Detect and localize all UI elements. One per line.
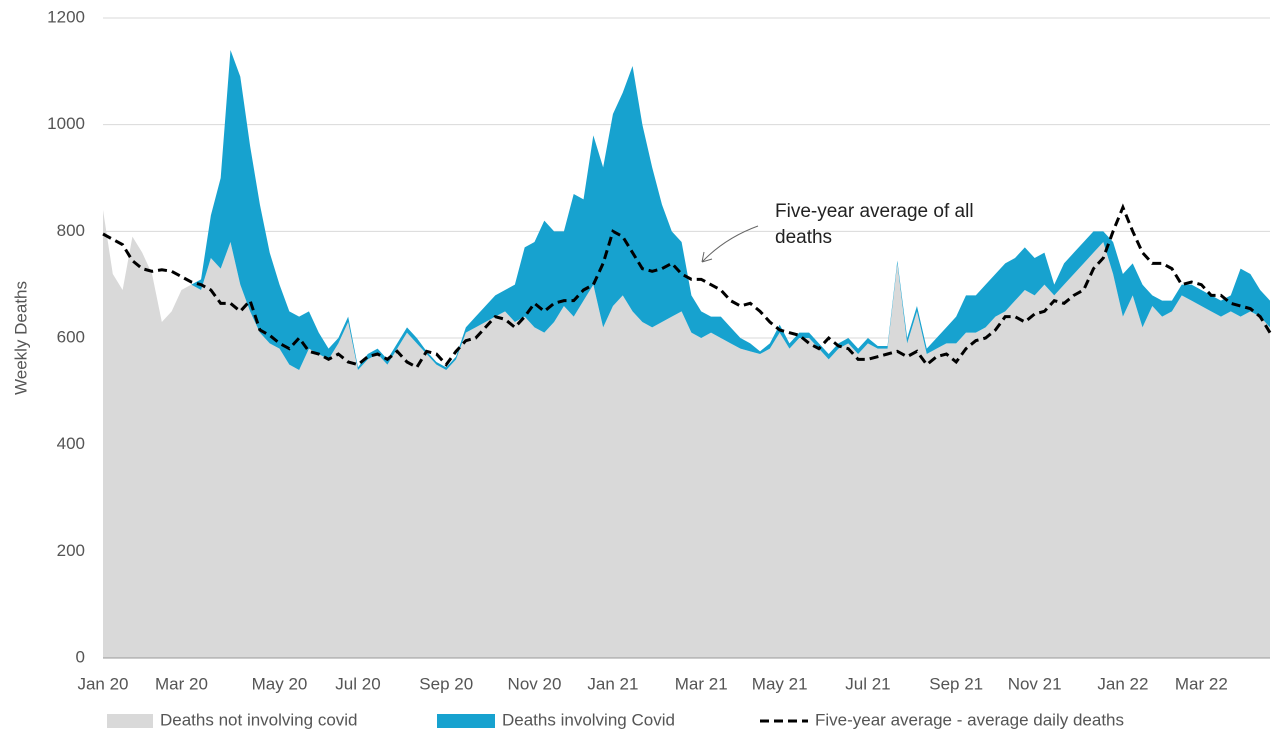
y-tick-label: 1000 (47, 114, 85, 133)
legend-swatch (107, 714, 153, 728)
y-tick-label: 0 (76, 647, 85, 666)
legend-swatch (437, 714, 495, 728)
area (103, 210, 1270, 658)
x-tick-label: Sep 20 (419, 674, 473, 693)
y-axis-label: Weekly Deaths (11, 281, 30, 395)
x-tick-label: Jul 21 (845, 674, 890, 693)
x-tick-label: Jan 22 (1097, 674, 1148, 693)
annotation: deaths (775, 227, 832, 248)
x-tick-label: Mar 22 (1175, 674, 1228, 693)
x-tick-label: Jul 20 (335, 674, 380, 693)
x-tick-label: May 21 (752, 674, 808, 693)
x-tick-label: Sep 21 (929, 674, 983, 693)
y-tick-label: 400 (57, 434, 85, 453)
x-tick-label: Nov 20 (508, 674, 562, 693)
y-tick-label: 200 (57, 541, 85, 560)
x-tick-label: Mar 20 (155, 674, 208, 693)
line (102, 203, 1272, 370)
y-tick-label: 800 (57, 221, 85, 240)
x-tick-label: Jan 21 (587, 674, 638, 693)
y-tick-label: 600 (57, 327, 85, 346)
annotation: Five-year average of all (775, 201, 974, 222)
x-tick-label: Mar 21 (675, 674, 728, 693)
area (103, 50, 1270, 370)
x-tick-label: May 20 (252, 674, 308, 693)
legend-label: Deaths not involving covid (160, 710, 358, 729)
annotation-arrow (701, 225, 759, 263)
x-tick-label: Nov 21 (1008, 674, 1062, 693)
legend-label: Deaths involving Covid (502, 710, 675, 729)
y-tick-label: 1200 (47, 7, 85, 26)
legend-label: Five-year average - average daily deaths (815, 710, 1124, 729)
x-tick-label: Jan 20 (77, 674, 128, 693)
